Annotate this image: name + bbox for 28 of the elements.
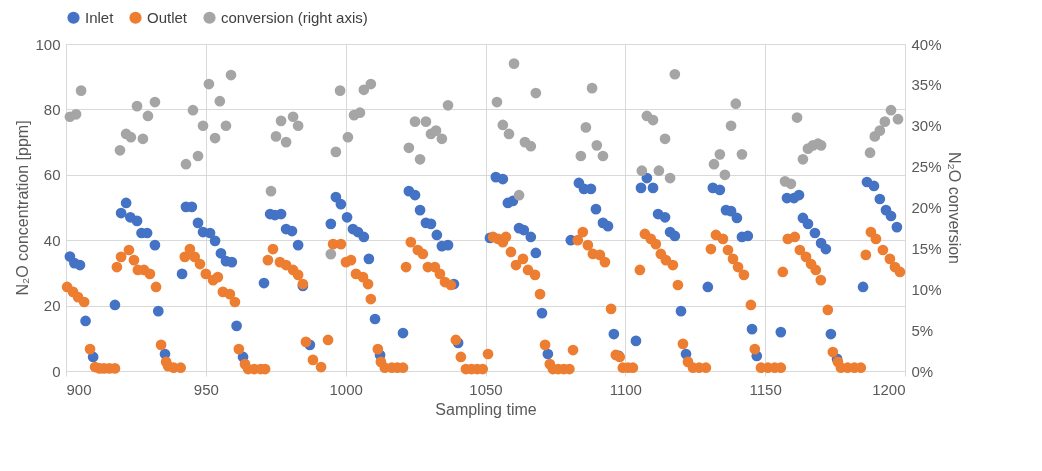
x-axis-title: Sampling time xyxy=(435,400,537,418)
y2-tick-label: 10% xyxy=(911,280,942,298)
y2-tick-label: 40% xyxy=(911,35,942,53)
y-tick-label: 40 xyxy=(43,231,61,249)
y2-tick-label: 20% xyxy=(911,199,942,216)
x-tick-label: 950 xyxy=(193,380,219,398)
y-tick-label: 60 xyxy=(43,166,61,184)
y2-tick-label: 0% xyxy=(911,362,934,380)
y2-tick-label: 30% xyxy=(911,117,942,135)
y-tick-label: 0 xyxy=(52,362,61,380)
x-tick-label: 1200 xyxy=(872,380,906,398)
y2-tick-label: 15% xyxy=(911,239,942,257)
y-tick-label: 20 xyxy=(43,297,61,315)
y-tick-label: 100 xyxy=(35,35,61,53)
y2-tick-label: 25% xyxy=(911,158,942,176)
legend-label: Outlet xyxy=(147,8,188,26)
x-tick-label: 1050 xyxy=(469,380,503,398)
y2-tick-label: 5% xyxy=(911,321,934,339)
x-tick-label: 900 xyxy=(66,380,92,398)
y2-axis-title: N₂O conversion xyxy=(945,151,963,265)
y2-tick-label: 35% xyxy=(911,76,942,94)
x-tick-label: 1150 xyxy=(749,380,782,398)
legend-label: Inlet xyxy=(85,8,115,26)
y-tick-label: 80 xyxy=(43,100,61,118)
y-axis-title: N₂O concentration [ppm] xyxy=(14,120,32,296)
x-tick-label: 1100 xyxy=(609,380,642,398)
x-tick-label: 1000 xyxy=(329,380,363,398)
legend-label: conversion (right axis) xyxy=(221,8,368,26)
